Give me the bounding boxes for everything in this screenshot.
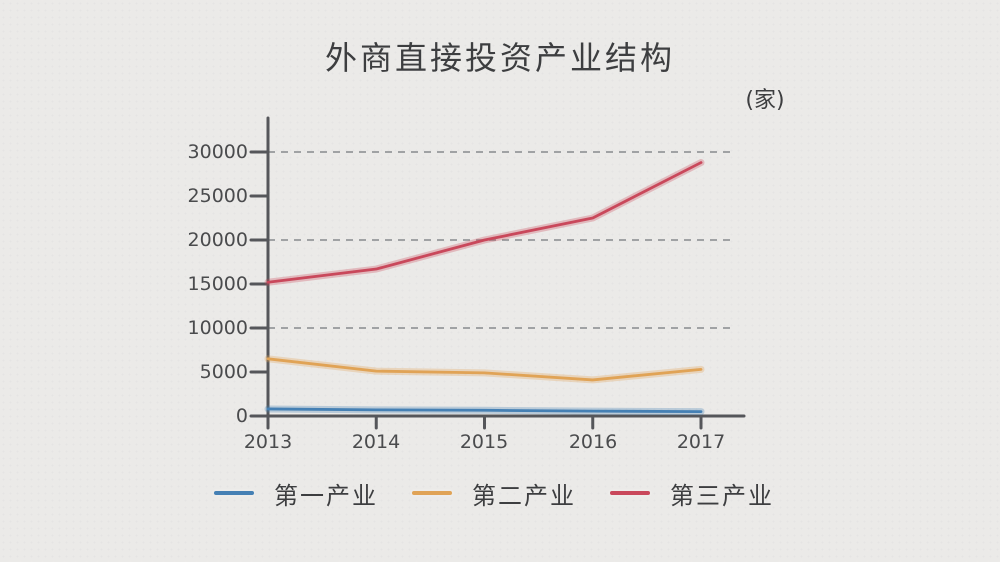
y-tick-label-25000: 25000 [187,185,248,207]
legend-swatch-secondary-industry [412,491,452,495]
x-tick-label-2017: 2017 [676,431,726,453]
chart-unit-label: (家) [745,88,785,113]
x-tick-label-2014: 2014 [351,431,401,453]
legend-label-secondary-industry: 第二产业 [472,481,576,510]
x-tick-label-2016: 2016 [568,431,618,453]
y-tick-label-5000: 5000 [199,361,248,383]
legend-item-tertiary-industry: 第三产业 [610,478,774,510]
legend-swatch-tertiary-industry [610,491,650,495]
legend-swatch-primary-industry [214,491,254,495]
x-tick-label-2015: 2015 [459,431,509,453]
y-tick-label-30000: 30000 [187,141,248,163]
legend-label-primary-industry: 第一产业 [274,481,378,510]
y-tick-label-10000: 10000 [187,317,248,339]
y-tick-label-15000: 15000 [187,273,248,295]
y-tick-label-20000: 20000 [187,229,248,251]
y-tick-label-0: 0 [235,405,248,427]
chart-title: 外商直接投资产业结构 [324,39,675,77]
legend-item-primary-industry: 第一产业 [214,478,378,510]
legend-item-secondary-industry: 第二产业 [412,478,576,510]
legend-label-tertiary-industry: 第三产业 [670,481,774,510]
x-tick-label-2013: 2013 [243,431,293,453]
